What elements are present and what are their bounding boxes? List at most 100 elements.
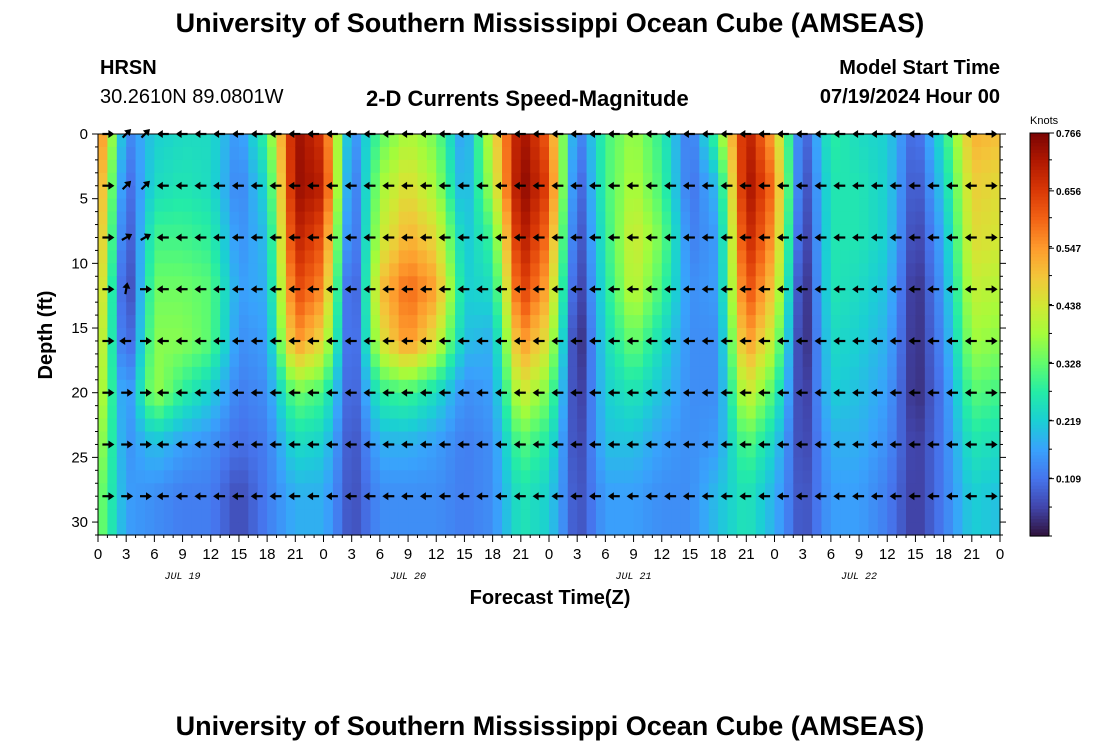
heatmap-cell <box>896 289 907 303</box>
current-arrow <box>194 440 207 449</box>
heatmap-cell <box>426 250 437 264</box>
heatmap-cell <box>389 185 400 200</box>
heatmap-cell <box>642 134 653 148</box>
heatmap-cell <box>342 431 353 446</box>
heatmap-cell <box>455 379 466 394</box>
heatmap-cell <box>868 366 879 381</box>
heatmap-cell <box>924 224 935 239</box>
date-label: JUL 19 <box>165 572 201 583</box>
heatmap-cell <box>953 522 964 536</box>
heatmap-cell <box>530 418 541 433</box>
heatmap-cell <box>793 172 804 187</box>
heatmap-cell <box>868 146 879 161</box>
heatmap-cell <box>906 340 917 355</box>
heatmap-cell <box>727 366 738 381</box>
heatmap-cell <box>389 483 400 497</box>
heatmap-cell <box>436 405 447 420</box>
heatmap-cell <box>765 444 776 458</box>
heatmap-cell <box>182 522 193 536</box>
heatmap-cell <box>351 146 362 161</box>
heatmap-cell <box>915 457 926 471</box>
heatmap-cell <box>426 172 437 187</box>
heatmap-cell <box>689 250 700 264</box>
colorbar-segment <box>1030 391 1049 396</box>
heatmap-cell <box>351 496 362 510</box>
heatmap-cell <box>144 444 155 458</box>
heatmap-cell <box>915 185 926 200</box>
heatmap-cell <box>229 146 240 161</box>
x-tick-label: 15 <box>456 546 473 563</box>
heatmap-cell <box>727 237 738 252</box>
heatmap-cell <box>417 224 428 239</box>
heatmap-cell <box>924 198 935 213</box>
heatmap-cell <box>962 379 973 394</box>
colorbar-segment <box>1030 515 1049 520</box>
heatmap-cell <box>746 353 757 368</box>
current-arrow <box>589 337 601 345</box>
heatmap-cell <box>586 483 597 497</box>
heatmap-cell <box>953 146 964 161</box>
heatmap-cell <box>417 289 428 303</box>
heatmap-cell <box>182 198 193 213</box>
heatmap-cell <box>464 470 475 484</box>
heatmap-cell <box>699 405 710 420</box>
current-arrow <box>156 492 169 501</box>
current-arrow <box>720 337 733 345</box>
heatmap-cell <box>981 340 992 355</box>
heatmap-cell <box>812 418 823 433</box>
heatmap-cell <box>924 237 935 252</box>
heatmap-cell <box>718 276 729 290</box>
current-arrow <box>833 440 846 449</box>
heatmap-cell <box>135 263 146 277</box>
heatmap-cell <box>840 315 851 329</box>
heatmap-cell <box>755 134 766 148</box>
heatmap-cell <box>896 366 907 381</box>
heatmap-cell <box>135 496 146 510</box>
heatmap-cell <box>859 159 870 174</box>
heatmap-cell <box>502 328 513 342</box>
current-arrow <box>495 337 507 345</box>
heatmap-cell <box>511 211 522 226</box>
heatmap-cell <box>520 340 531 355</box>
heatmap-cell <box>220 198 231 213</box>
heatmap-cell <box>943 522 954 536</box>
heatmap-cell <box>154 172 165 187</box>
heatmap-cell <box>774 289 785 303</box>
heatmap-cell <box>605 159 616 174</box>
heatmap-cell <box>285 509 296 523</box>
heatmap-cell <box>849 444 860 458</box>
heatmap-cell <box>370 457 381 471</box>
colorbar-segment <box>1030 173 1049 178</box>
heatmap-cell <box>586 431 597 446</box>
heatmap-cell <box>624 159 635 174</box>
heatmap-cell <box>257 470 268 484</box>
colorbar-segment <box>1030 485 1049 490</box>
heatmap-cell <box>887 470 898 484</box>
current-arrow <box>795 492 808 501</box>
heatmap-cell <box>971 457 982 471</box>
heatmap-cell <box>473 470 484 484</box>
heatmap-cell <box>718 315 729 329</box>
heatmap-cell <box>257 444 268 458</box>
x-tick-label: 18 <box>484 546 501 563</box>
heatmap-cell <box>605 405 616 420</box>
heatmap-cell <box>859 224 870 239</box>
heatmap-cell <box>379 366 390 381</box>
colorbar-segment <box>1030 304 1049 309</box>
heatmap-cell <box>661 509 672 523</box>
heatmap-cell <box>746 366 757 381</box>
heatmap-cell <box>708 522 719 536</box>
heatmap-cell <box>595 134 606 148</box>
heatmap-cell <box>285 185 296 200</box>
heatmap-cell <box>361 159 372 174</box>
heatmap-cell <box>981 172 992 187</box>
heatmap-cell <box>426 224 437 239</box>
heatmap-cell <box>981 509 992 523</box>
heatmap-cell <box>633 496 644 510</box>
heatmap-cell <box>812 496 823 510</box>
heatmap-cell <box>877 405 888 420</box>
heatmap-cell <box>332 444 343 458</box>
heatmap-cell <box>915 211 926 226</box>
heatmap-cell <box>126 392 137 407</box>
heatmap-cell <box>849 353 860 368</box>
